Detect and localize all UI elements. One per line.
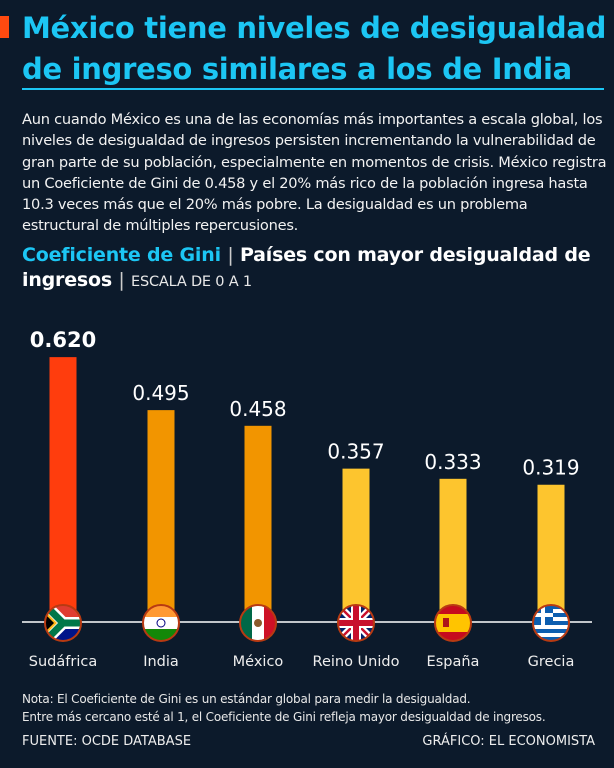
intro-paragraph: Aun cuando México es una de las economía… <box>22 111 607 235</box>
bar-4 <box>439 478 467 620</box>
category-label: Reino Unido <box>313 654 400 670</box>
title-divider <box>22 88 604 90</box>
value-label: 0.458 <box>229 397 286 421</box>
source: FUENTE: OCDE DATABASE <box>22 734 192 749</box>
bar-0 <box>49 357 77 620</box>
footnote-line-1: Nota: El Coeficiente de Gini es un están… <box>22 692 471 706</box>
flag-border <box>142 604 180 642</box>
subtitle-main: Países con mayor desigualdad de ingresos <box>22 244 591 291</box>
spain-flag-icon <box>435 605 471 641</box>
category-label: México <box>233 654 284 670</box>
subtitle-accent: Coeficiente de Gini <box>22 244 221 266</box>
bar-5 <box>537 484 565 620</box>
footnote-line-2: Entre más cercano esté al 1, el Coeficie… <box>22 710 546 724</box>
title-accent-bar <box>0 16 9 38</box>
value-label: 0.620 <box>30 328 96 352</box>
south-africa-flag-icon <box>45 605 81 641</box>
bar-1 <box>147 410 175 620</box>
flag-border <box>532 604 570 642</box>
flag-border <box>44 604 82 642</box>
uk-flag-icon <box>338 605 374 641</box>
credit: GRÁFICO: EL ECONOMISTA <box>422 734 595 749</box>
value-label: 0.357 <box>327 440 384 464</box>
category-label: Grecia <box>528 654 575 670</box>
separator: | <box>118 269 125 291</box>
bar-3 <box>342 468 370 620</box>
flag-border <box>239 604 277 642</box>
flag-border <box>337 604 375 642</box>
value-label: 0.495 <box>132 381 189 405</box>
bar-chart: 0.620 Sudáfrica 0.495 India 0.458 México 0.357… <box>22 328 592 670</box>
category-label: India <box>143 654 179 670</box>
bar-2 <box>244 425 272 620</box>
separator: | <box>227 244 234 266</box>
flag-border <box>434 604 472 642</box>
footnote: Nota: El Coeficiente de Gini es un están… <box>22 690 546 726</box>
subtitle-scale: ESCALA DE 0 A 1 <box>131 274 252 290</box>
greece-flag-icon <box>533 605 569 641</box>
category-label: España <box>427 654 480 670</box>
chart-subtitle: Coeficiente de Gini | Países con mayor d… <box>22 243 608 295</box>
value-label: 0.319 <box>522 456 579 480</box>
value-label: 0.333 <box>424 450 481 474</box>
category-label: Sudáfrica <box>29 654 97 670</box>
page-title: México tiene niveles de desigualdad de i… <box>22 11 607 86</box>
